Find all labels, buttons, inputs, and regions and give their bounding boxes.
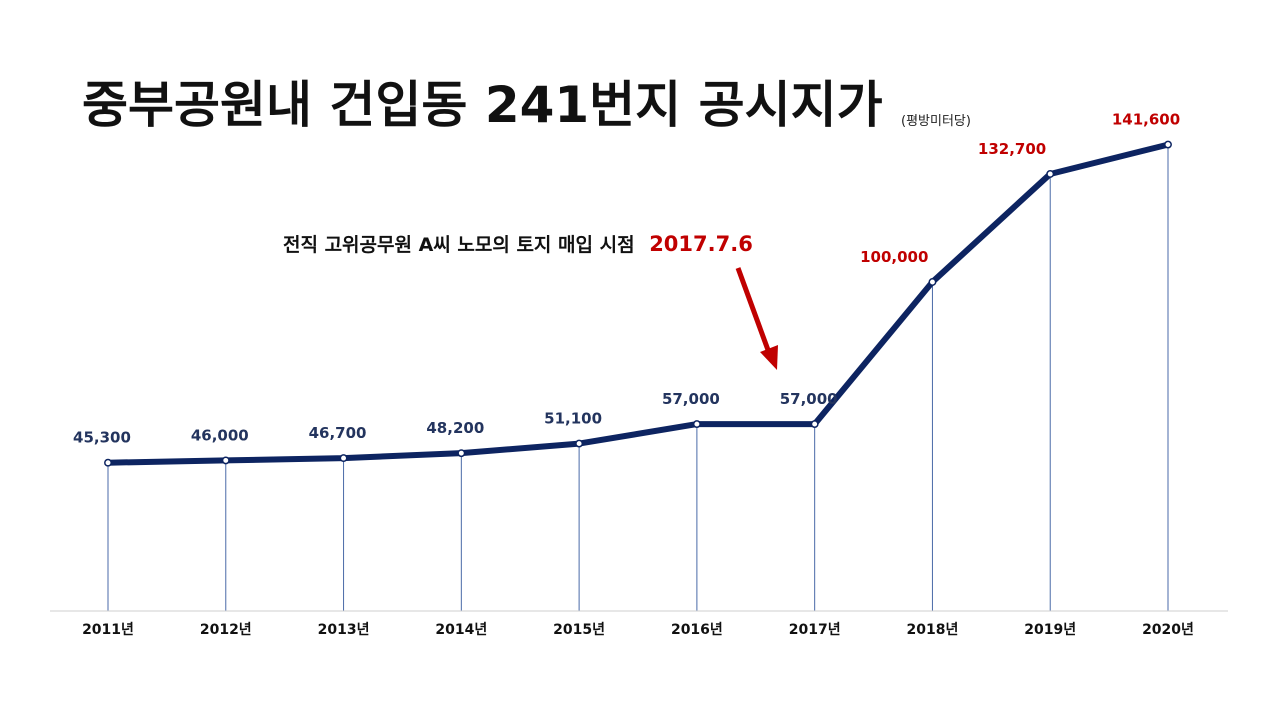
data-point [221, 456, 230, 465]
x-tick-label: 2020년 [1142, 622, 1194, 638]
data-points [104, 140, 1172, 467]
data-label: 100,000 [860, 248, 928, 266]
x-tick-label: 2016년 [671, 622, 723, 638]
data-point [928, 278, 937, 286]
chart-unit-note: (평방미터당) [901, 114, 971, 129]
annotation-date: 2017.7.6 [649, 232, 753, 256]
data-label: 57,000 [662, 390, 720, 408]
annotation: 전직 고위공무원 A씨 노모의 토지 매입 시점 2017.7.6 [283, 232, 778, 370]
data-point [810, 420, 819, 429]
data-point [457, 449, 466, 458]
data-label: 51,100 [544, 410, 602, 428]
data-label: 45,300 [73, 429, 131, 447]
x-tick-label: 2019년 [1024, 622, 1076, 638]
x-tick-label: 2018년 [907, 622, 959, 638]
data-point [1164, 140, 1172, 149]
drop-lines [107, 144, 1169, 611]
data-point [339, 454, 348, 463]
data-point [575, 439, 584, 448]
series-line [105, 141, 1171, 466]
x-tick-label: 2011년 [82, 622, 134, 638]
x-tick-label: 2015년 [553, 622, 605, 638]
annotation-text: 전직 고위공무원 A씨 노모의 토지 매입 시점 [283, 234, 635, 256]
x-tick-label: 2014년 [435, 622, 487, 638]
x-tick-label: 2013년 [318, 622, 370, 638]
data-label: 48,200 [426, 419, 484, 437]
svg-text:전직 고위공무원 A씨 노모의 토지 매입 시점: 전직 고위공무원 A씨 노모의 토지 매입 시점 2017.7.6 [283, 232, 753, 256]
data-label: 132,700 [978, 140, 1046, 158]
x-tick-labels: 2011년 2012년 2013년 2014년 2015년 2016년 2017년 2018년… [82, 622, 1194, 638]
annotation-arrow-shaft [735, 267, 771, 351]
data-label: 141,600 [1112, 111, 1180, 129]
x-tick-label: 2017년 [789, 622, 841, 638]
data-label: 46,700 [309, 424, 367, 442]
data-label: 46,000 [191, 426, 249, 444]
data-point [692, 420, 701, 429]
data-point [104, 458, 112, 467]
chart-title: 중부공원내 건입동 241번지 공시지가 [82, 76, 883, 134]
data-label: 57,000 [780, 390, 838, 408]
value-labels: 45,300 46,000 46,700 48,200 51,100 57,000 57,0… [73, 111, 1180, 447]
annotation-arrow-head [760, 345, 778, 370]
data-point [1046, 170, 1055, 178]
x-tick-label: 2012년 [200, 622, 252, 638]
